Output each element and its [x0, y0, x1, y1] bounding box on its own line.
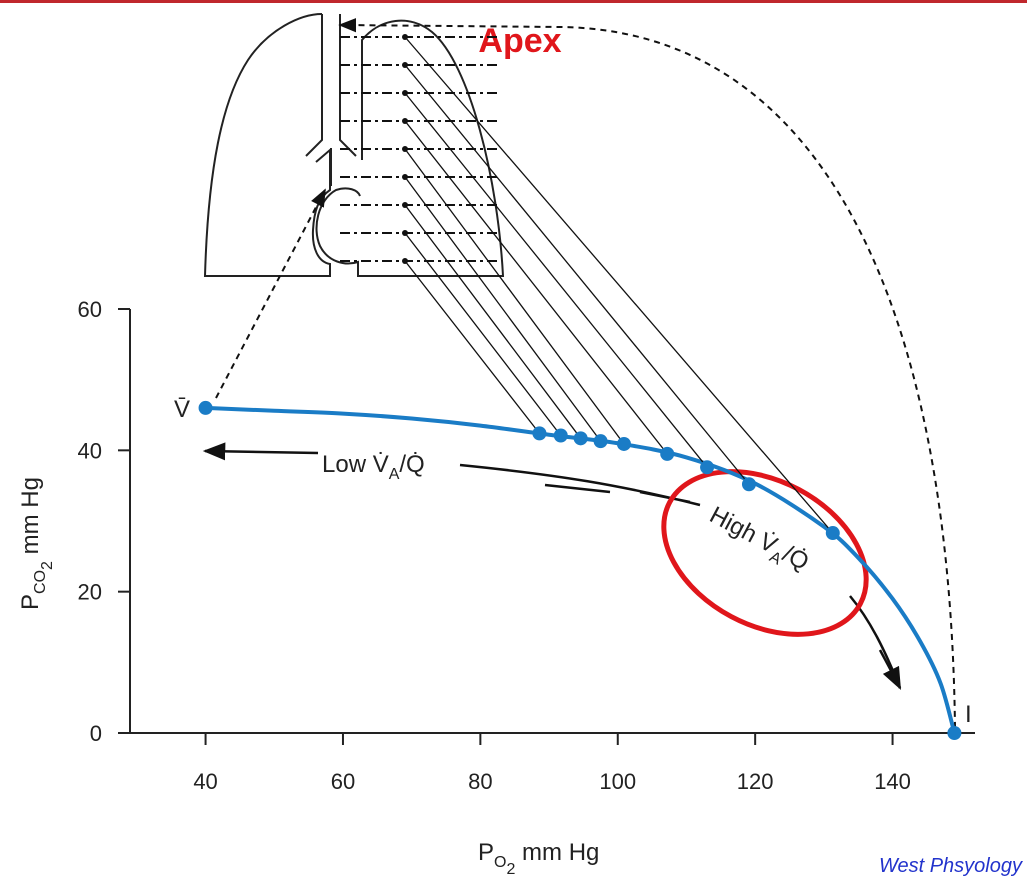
low-arrow	[202, 442, 319, 461]
point	[593, 434, 608, 449]
x-axis-label: PO2 mm Hg	[478, 839, 599, 878]
y-tick-label: 0	[90, 721, 102, 746]
point	[660, 446, 675, 461]
annotation: I	[965, 701, 972, 728]
annotation: High V̇A/Q̇	[703, 501, 814, 581]
point	[947, 726, 962, 740]
annotation-part: /Q̇	[778, 540, 813, 576]
connector	[404, 36, 834, 534]
point	[741, 477, 756, 492]
connector	[404, 92, 708, 468]
x-axis-label-part: O	[494, 854, 506, 871]
connector	[404, 64, 750, 485]
y-tick-label: 60	[78, 297, 102, 322]
x-axis-label-part: 2	[506, 861, 515, 878]
x-axis-label-part: P	[478, 839, 494, 866]
connector	[404, 204, 582, 439]
connector	[404, 176, 602, 442]
lung-diagram	[203, 13, 505, 277]
point	[616, 436, 631, 451]
source: West Phsyology	[879, 855, 1023, 877]
chart-title: Apex	[478, 22, 561, 60]
lung-dot	[402, 230, 408, 236]
y-axis-label-part: mm Hg	[17, 477, 44, 561]
x-tick-label: 80	[468, 769, 492, 794]
annotation-part: /Q̇	[399, 450, 424, 478]
lung-dot	[402, 90, 408, 96]
x-tick-label: 100	[599, 769, 636, 794]
trachea	[305, 14, 357, 186]
y-axis-label-part: 2	[39, 561, 56, 570]
point	[553, 428, 568, 443]
inspired-arrow	[338, 17, 956, 729]
lung-dot	[402, 174, 408, 180]
point	[532, 426, 547, 441]
curve	[205, 405, 957, 734]
y-axis-label: PCO2 mm Hg	[17, 477, 56, 610]
x-axis-label-part: mm Hg	[515, 839, 599, 866]
venous-arrow	[215, 188, 326, 399]
point	[700, 460, 715, 475]
annotation-part: Low V̇	[322, 450, 389, 478]
annotation-part: A	[389, 466, 400, 483]
top-border	[0, 0, 1027, 3]
point	[198, 400, 213, 415]
high-arrow-dash	[544, 483, 611, 494]
lung-dot	[402, 146, 408, 152]
y-axis-label-part: P	[17, 594, 44, 610]
annotation: Low V̇A/Q̇	[322, 450, 425, 483]
lung-dot	[402, 118, 408, 124]
connector	[404, 232, 562, 436]
y-tick-label: 40	[78, 438, 102, 463]
point	[573, 431, 588, 446]
x-tick-label: 40	[193, 769, 217, 794]
connector	[404, 260, 540, 434]
annotation-part: V̄	[174, 396, 190, 423]
lung-dot	[402, 34, 408, 40]
lung-dot	[402, 62, 408, 68]
x-tick-label: 120	[737, 769, 774, 794]
right-lung	[315, 19, 505, 277]
x-tick-label: 140	[874, 769, 911, 794]
lung-dot	[402, 202, 408, 208]
x-tick-label: 60	[331, 769, 355, 794]
point	[825, 526, 840, 541]
high-arrow-head	[878, 649, 902, 691]
lung-dot	[402, 258, 408, 264]
annotation: V̄	[174, 396, 190, 423]
highlight-ellipse	[661, 469, 869, 637]
y-axis-label-part: CO	[32, 570, 49, 594]
left-lung	[203, 13, 331, 277]
annotation-part: I	[965, 701, 972, 728]
connector	[404, 148, 625, 445]
y-tick-label: 20	[78, 580, 102, 605]
annotation-part: High V̇	[705, 501, 782, 559]
